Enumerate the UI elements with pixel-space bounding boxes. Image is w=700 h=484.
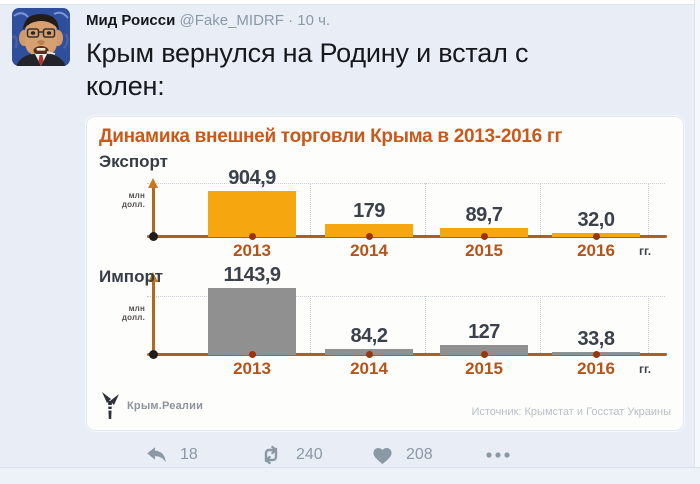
tweet-header: Мид Роисси @Fake_MIDRF · 10 ч. [86, 11, 700, 30]
axis-tick-dot-2015 [480, 233, 488, 240]
year-label-2016: 2016 [577, 359, 615, 378]
year-label-2015: 2015 [465, 359, 503, 378]
retweet-count: 240 [296, 446, 323, 463]
axis-origin-dot [149, 232, 158, 241]
like-button[interactable]: 208 [372, 446, 485, 465]
axis-origin-dot [149, 350, 158, 359]
gridline-vertical [540, 183, 541, 237]
krym-realii-logo: Крым.Реалии [99, 392, 203, 420]
value-label-2015: 89,7 [465, 204, 503, 226]
tweet-text: Крым вернулся на Родину и встал с колен: [86, 38, 529, 101]
bar-2013 [208, 191, 296, 237]
bar-2015 [440, 345, 528, 355]
gridline-vertical [425, 183, 426, 237]
axis-tick-dot-2013 [248, 233, 256, 240]
y-axis-arrow [148, 178, 158, 237]
y-axis-arrowhead [148, 178, 158, 188]
import-label: Импорт [99, 267, 163, 286]
retweet-button[interactable]: 240 [259, 445, 372, 465]
axis-tick-dot-2016 [592, 233, 600, 240]
gridline-vertical [425, 296, 426, 355]
gridline-horizontal [147, 296, 665, 297]
axis-tick-dot-2013 [248, 351, 256, 358]
export-plot-area: млн долл. 904,9 179 89,7 32,0 [99, 167, 673, 241]
value-label-2014: 179 [353, 200, 385, 222]
axis-tick-dot-2016 [592, 351, 600, 358]
gridline-vertical [310, 183, 311, 237]
y-axis-arrow [148, 272, 158, 355]
export-label: Экспорт [99, 152, 168, 171]
value-label-2016: 33,8 [577, 328, 615, 350]
bar-2015 [440, 228, 528, 237]
value-label-2013: 904,9 [228, 167, 276, 189]
chart-title: Динамика внешней торговли Крыма в 2013-2… [99, 126, 563, 147]
display-name[interactable]: Мид Роисси [86, 12, 176, 29]
user-handle[interactable]: @Fake_MIDRF [179, 12, 284, 29]
ellipsis-icon [486, 452, 510, 458]
reply-count: 18 [180, 446, 198, 463]
avatar[interactable] [12, 8, 70, 66]
bar-2013 [208, 288, 296, 355]
import-plot-area: млн долл. 1143,9 84,2 127 33,8 [99, 264, 673, 359]
chart-footer: Крым.Реалии Источник: Крымстат и Госстат… [99, 390, 671, 420]
value-label-2014: 84,2 [350, 325, 388, 347]
gridline-vertical [648, 296, 649, 355]
export-x-axis-labels: 2013 2014 2015 2016 гг. [99, 241, 673, 264]
gridline-horizontal [147, 183, 665, 184]
reply-icon [147, 446, 166, 462]
value-label-2016: 32,0 [577, 209, 615, 231]
axis-tick-dot-2014 [365, 233, 373, 240]
modal-top-edge [0, 0, 700, 5]
y-axis-arrowhead [148, 272, 158, 282]
tweet-action-bar: 18 240 208 [146, 445, 700, 465]
year-label-2015: 2015 [465, 241, 503, 260]
embedded-chart-image[interactable]: Динамика внешней торговли Крыма в 2013-2… [86, 116, 684, 431]
gridline-vertical [648, 183, 649, 237]
avatar-caricature-image [12, 8, 70, 66]
separator-dot: · [288, 12, 294, 29]
heart-icon [373, 447, 392, 464]
retweet-icon [264, 445, 278, 465]
bar-2014 [325, 224, 413, 237]
years-axis-suffix: гг. [639, 244, 652, 258]
years-axis-suffix: гг. [639, 362, 652, 376]
y-axis-unit-label: млн долл. [121, 191, 145, 209]
year-label-2014: 2014 [350, 359, 388, 378]
timestamp[interactable]: 10 ч. [297, 12, 331, 29]
tweet-content: Мид Роисси @Fake_MIDRF · 10 ч. Крым верн… [86, 0, 700, 465]
value-label-2015: 127 [468, 321, 500, 343]
year-label-2016: 2016 [577, 241, 615, 260]
axis-tick-dot-2014 [365, 351, 373, 358]
modal-right-edge [694, 0, 700, 467]
value-label-2013: 1143,9 [223, 264, 281, 286]
axis-tick-dot-2015 [480, 351, 488, 358]
logo-text: Крым.Реалии [127, 400, 204, 412]
torch-icon [102, 392, 119, 419]
modal-bottom-strip [0, 467, 700, 484]
year-label-2013: 2013 [233, 359, 271, 378]
like-count: 208 [406, 446, 433, 463]
import-chart: Импорт млн долл. 1143,9 84,2 127 33,8 2013 201… [99, 264, 673, 382]
export-chart: Экспорт млн долл. 904,9 179 89,7 32,0 2013 201… [99, 152, 671, 264]
gridline-vertical [310, 296, 311, 355]
y-axis-unit-label: млн долл. [121, 304, 145, 322]
year-label-2013: 2013 [233, 241, 271, 260]
import-x-axis-labels: 2013 2014 2015 2016 гг. [99, 359, 673, 382]
source-attribution: Источник: Крымстат и Госстат Украины [471, 406, 671, 418]
reply-button[interactable]: 18 [146, 446, 259, 465]
gridline-vertical [540, 296, 541, 355]
more-options-button[interactable] [485, 451, 511, 459]
year-label-2014: 2014 [350, 241, 388, 260]
